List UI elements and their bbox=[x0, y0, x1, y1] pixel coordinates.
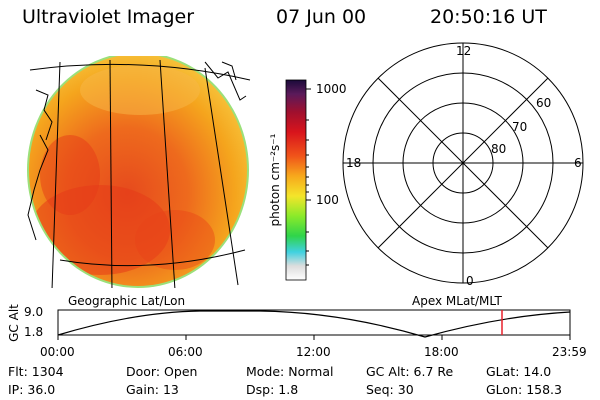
mlat-label-80: 80 bbox=[491, 142, 507, 156]
instrument-title: Ultraviolet Imager bbox=[22, 6, 195, 28]
status-glat: GLat: 14.0 bbox=[486, 364, 552, 379]
time-tick-2359: 23:59 bbox=[552, 345, 587, 359]
date-label: 07 Jun 00 bbox=[276, 6, 367, 28]
geographic-grid bbox=[27, 59, 251, 288]
status-seq: Seq: 30 bbox=[366, 382, 414, 397]
mlat-label-70: 70 bbox=[512, 120, 528, 134]
status-flt: Flt: 1304 bbox=[8, 364, 64, 379]
status-door: Door: Open bbox=[126, 364, 198, 379]
altitude-curve bbox=[57, 310, 571, 338]
status-dsp: Dsp: 1.8 bbox=[246, 382, 299, 397]
altitude-tick-low: 1.8 bbox=[24, 325, 44, 339]
status-gc-alt: GC Alt: 6.7 Re bbox=[366, 364, 454, 379]
mlt-label-18: 18 bbox=[346, 156, 362, 170]
time-tick-0600: 06:00 bbox=[168, 345, 203, 359]
polar-grid bbox=[342, 42, 584, 284]
altitude-plot bbox=[57, 309, 571, 340]
colorbar-tick-1000: 1000 bbox=[316, 82, 347, 96]
status-gain: Gain: 13 bbox=[126, 382, 179, 397]
mlt-label-0: 0 bbox=[466, 274, 474, 288]
altitude-axis-label: GC Alt bbox=[7, 304, 21, 342]
uv-image bbox=[27, 56, 251, 288]
time-label: 20:50:16 UT bbox=[430, 6, 547, 28]
mlt-label-6: 6 bbox=[574, 156, 582, 170]
polar-caption: Apex MLat/MLT bbox=[412, 294, 502, 308]
image-caption: Geographic Lat/Lon bbox=[68, 294, 186, 308]
time-tick-0000: 00:00 bbox=[40, 345, 75, 359]
altitude-tick-high: 9.0 bbox=[24, 305, 44, 319]
colorbar-tick-100: 100 bbox=[316, 193, 339, 207]
time-tick-1800: 18:00 bbox=[424, 345, 459, 359]
mlt-label-12: 12 bbox=[456, 44, 472, 58]
colorbar-unit-label: photon cm⁻²s⁻¹ bbox=[268, 133, 282, 227]
mlat-label-60: 60 bbox=[536, 96, 552, 110]
status-mode: Mode: Normal bbox=[246, 364, 334, 379]
status-ip: IP: 36.0 bbox=[8, 382, 56, 397]
colorbar-ticks bbox=[306, 88, 311, 266]
colorbar bbox=[285, 79, 307, 281]
time-tick-1200: 12:00 bbox=[296, 345, 331, 359]
status-glon: GLon: 158.3 bbox=[486, 382, 562, 397]
